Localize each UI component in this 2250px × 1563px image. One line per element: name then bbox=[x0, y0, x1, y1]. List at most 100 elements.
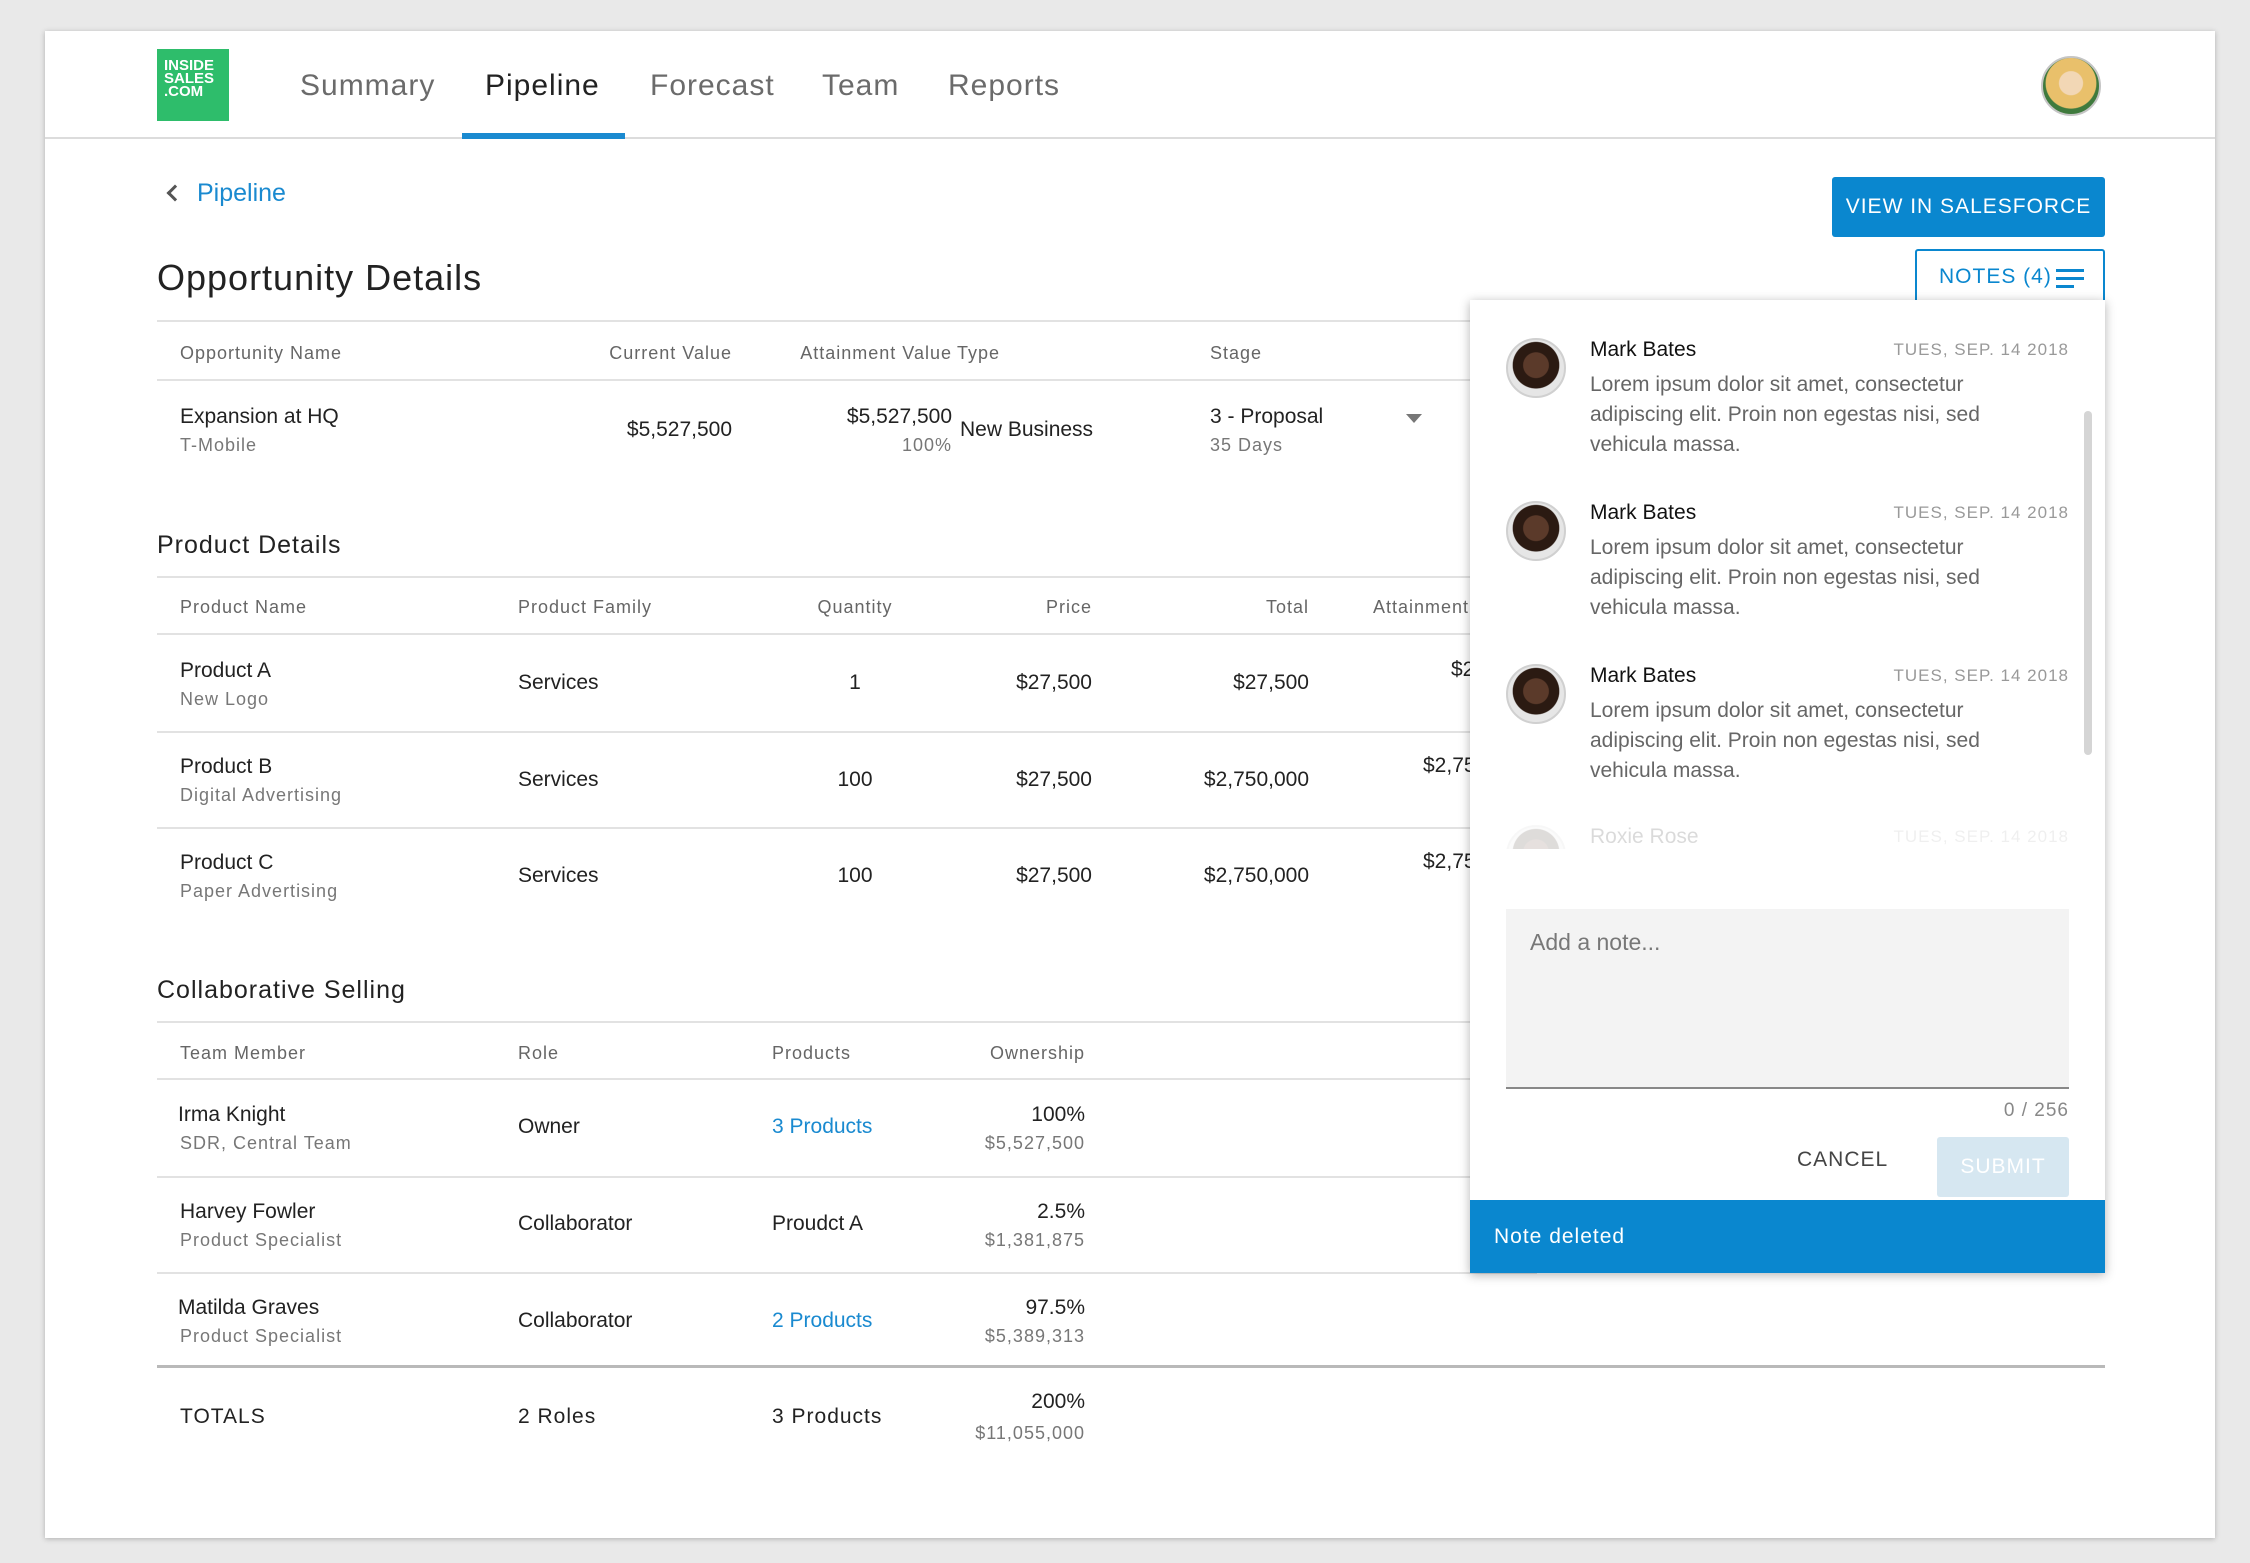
note-body: Lorem ipsum dolor sit amet, consectetur … bbox=[1590, 536, 1980, 619]
snackbar-note-deleted: Note deleted bbox=[1470, 1200, 2105, 1273]
col-header-quantity: Quantity bbox=[817, 597, 893, 617]
note-input[interactable]: Add a note... bbox=[1506, 909, 2069, 1089]
submit-button[interactable]: SUBMIT bbox=[1937, 1137, 2069, 1197]
team-member-role: Owner bbox=[518, 1115, 580, 1138]
cancel-button[interactable]: CANCEL bbox=[1797, 1148, 1889, 1171]
product-quantity: 100 bbox=[837, 768, 873, 791]
col-header-current-value: Current Value bbox=[609, 343, 732, 363]
ownership-value: $5,389,313 bbox=[984, 1326, 1085, 1346]
attainment-value: $5,527,500 bbox=[846, 405, 952, 428]
opportunity-company: T-Mobile bbox=[180, 435, 258, 455]
note-item: Mark Bates TUES, SEP. 14 2018 Lorem ipsu… bbox=[1470, 300, 2105, 463]
stage-days: 35 Days bbox=[1210, 435, 1284, 455]
ownership-percent: 2.5% bbox=[1037, 1200, 1085, 1223]
tab-pipeline[interactable]: Pipeline bbox=[485, 69, 600, 102]
note-author: Mark Bates bbox=[1590, 501, 1697, 524]
opportunity-type: New Business bbox=[960, 418, 1094, 441]
col-header-price: Price bbox=[1045, 597, 1092, 617]
breadcrumb-back[interactable]: Pipeline bbox=[166, 179, 286, 208]
product-subtitle: New Logo bbox=[180, 689, 270, 709]
attainment-percent: 100% bbox=[901, 435, 952, 455]
team-member-role: Collaborator bbox=[518, 1309, 633, 1332]
divider bbox=[157, 633, 1537, 635]
breadcrumb-label: Pipeline bbox=[197, 179, 286, 207]
tab-team[interactable]: Team bbox=[822, 69, 900, 102]
divider bbox=[157, 731, 1537, 733]
product-attainment: $2,75 bbox=[1423, 850, 1476, 873]
product-subtitle: Digital Advertising bbox=[180, 785, 343, 805]
product-name: Product C bbox=[180, 851, 274, 874]
product-family: Services bbox=[518, 864, 599, 887]
product-quantity: 100 bbox=[837, 864, 873, 887]
ownership-percent: 100% bbox=[1031, 1103, 1085, 1126]
note-date: TUES, SEP. 14 2018 bbox=[1893, 340, 2069, 359]
logo-line: SALES bbox=[164, 70, 215, 87]
note-item: Roxie Rose TUES, SEP. 14 2018 bbox=[1470, 789, 2105, 849]
divider bbox=[157, 1272, 1537, 1274]
menu-icon bbox=[2056, 269, 2084, 289]
col-header-role: Role bbox=[518, 1043, 560, 1063]
product-attainment: $2 bbox=[1451, 658, 1475, 681]
product-price: $27,500 bbox=[1016, 864, 1092, 887]
totals-products: 3 Products bbox=[772, 1405, 883, 1428]
divider bbox=[157, 827, 1537, 829]
col-header-products: Products bbox=[772, 1043, 852, 1063]
product-name: Product B bbox=[180, 755, 273, 778]
collaborative-selling-title: Collaborative Selling bbox=[157, 976, 406, 1004]
ownership-value: $1,381,875 bbox=[984, 1230, 1085, 1250]
products-link[interactable]: 3 Products bbox=[772, 1115, 873, 1138]
note-author: Mark Bates bbox=[1590, 338, 1697, 361]
stage-select[interactable]: 3 - Proposal bbox=[1210, 405, 1324, 428]
team-member-title: Product Specialist bbox=[180, 1326, 343, 1346]
note-body: Lorem ipsum dolor sit amet, consectetur … bbox=[1590, 373, 1980, 456]
team-member-title: SDR, Central Team bbox=[180, 1133, 352, 1153]
page-title: Opportunity Details bbox=[157, 257, 483, 298]
totals-roles: 2 Roles bbox=[518, 1405, 597, 1428]
chevron-down-icon[interactable] bbox=[1406, 414, 1422, 423]
col-header-type: Type bbox=[957, 343, 1001, 363]
products-link[interactable]: 2 Products bbox=[772, 1309, 873, 1332]
ownership-percent: 97.5% bbox=[1025, 1296, 1085, 1319]
notes-scrollbar[interactable] bbox=[2084, 411, 2092, 755]
user-avatar[interactable] bbox=[2041, 56, 2101, 116]
col-header-team-member: Team Member bbox=[180, 1043, 307, 1063]
team-member-title: Product Specialist bbox=[180, 1230, 343, 1250]
divider bbox=[157, 576, 1537, 578]
notes-button-label: NOTES (4) bbox=[1939, 265, 2052, 288]
divider bbox=[157, 1078, 1537, 1080]
avatar bbox=[1506, 338, 1566, 398]
product-total: $27,500 bbox=[1233, 671, 1309, 694]
logo-line: INSIDE bbox=[164, 57, 215, 74]
product-price: $27,500 bbox=[1016, 768, 1092, 791]
ownership-value: $5,527,500 bbox=[984, 1133, 1085, 1153]
col-header-product-family: Product Family bbox=[518, 597, 653, 617]
divider bbox=[157, 1021, 1537, 1023]
note-author: Mark Bates bbox=[1590, 664, 1697, 687]
avatar bbox=[1506, 664, 1566, 724]
product-attainment: $2,75 bbox=[1423, 754, 1476, 777]
tab-summary[interactable]: Summary bbox=[300, 69, 436, 102]
app-window: INSIDE SALES .COM Summary Pipeline Forec… bbox=[45, 31, 2215, 1538]
product-family: Services bbox=[518, 768, 599, 791]
product-details-title: Product Details bbox=[157, 531, 342, 559]
product-total: $2,750,000 bbox=[1203, 768, 1309, 791]
totals-label: TOTALS bbox=[180, 1405, 266, 1428]
tab-reports[interactable]: Reports bbox=[948, 69, 1061, 102]
view-in-salesforce-button[interactable]: VIEW IN SALESFORCE bbox=[1832, 177, 2105, 237]
divider bbox=[157, 320, 1537, 322]
col-header-ownership: Ownership bbox=[989, 1043, 1085, 1063]
notes-panel: Mark Bates TUES, SEP. 14 2018 Lorem ipsu… bbox=[1470, 300, 2105, 1273]
team-member-name: Irma Knight bbox=[178, 1103, 286, 1126]
avatar bbox=[1506, 501, 1566, 561]
note-date: TUES, SEP. 14 2018 bbox=[1893, 503, 2069, 522]
tab-forecast[interactable]: Forecast bbox=[650, 69, 775, 102]
note-item: Mark Bates TUES, SEP. 14 2018 Lorem ipsu… bbox=[1470, 626, 2105, 789]
insidesales-logo[interactable]: INSIDE SALES .COM bbox=[157, 49, 229, 121]
note-item: Mark Bates TUES, SEP. 14 2018 Lorem ipsu… bbox=[1470, 463, 2105, 626]
note-author: Roxie Rose bbox=[1590, 825, 1699, 848]
note-date: TUES, SEP. 14 2018 bbox=[1893, 666, 2069, 685]
col-header-total: Total bbox=[1265, 597, 1309, 617]
divider bbox=[157, 1176, 1537, 1178]
notes-button[interactable]: NOTES (4) bbox=[1915, 249, 2105, 305]
product-subtitle: Paper Advertising bbox=[180, 881, 339, 901]
